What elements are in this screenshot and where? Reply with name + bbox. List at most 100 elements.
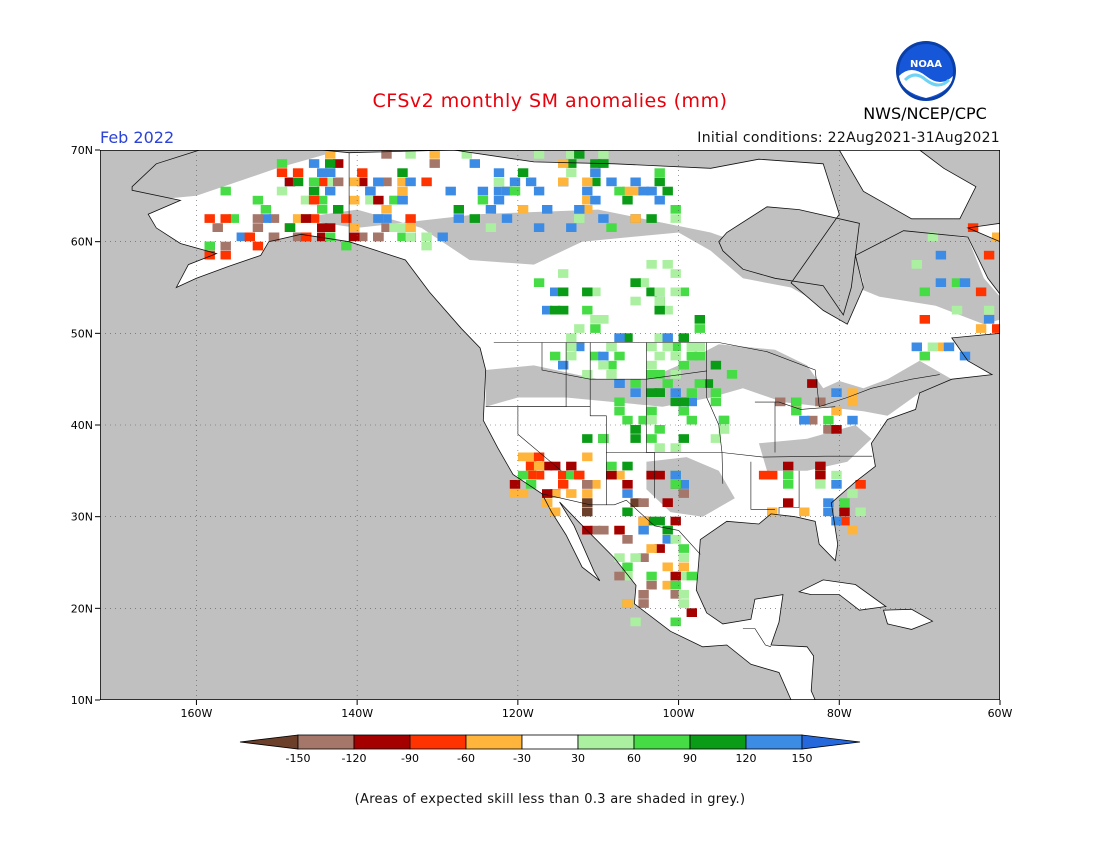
anomaly-cell (783, 480, 794, 489)
anomaly-cell (204, 214, 215, 223)
anomaly-cell (654, 305, 665, 315)
anomaly-cell (654, 516, 665, 526)
anomaly-cell (654, 388, 665, 397)
anomaly-cell (678, 397, 689, 407)
anomaly-cell (975, 287, 987, 297)
anomaly-cell (638, 525, 649, 535)
anomaly-cell (670, 516, 681, 526)
agency-label: NWS/NCEP/CPC (863, 104, 987, 123)
anomaly-cell (622, 415, 633, 425)
anomaly-cell (421, 232, 432, 242)
anomaly-cell (284, 223, 296, 232)
anomaly-cell (646, 360, 657, 370)
anomaly-cells (204, 150, 1000, 627)
anomaly-cell (566, 461, 577, 471)
anomaly-cell (694, 351, 705, 361)
anomaly-cell (622, 186, 633, 196)
anomaly-cell (662, 342, 673, 352)
anomaly-cell (831, 425, 842, 434)
legend-tick-label: -120 (342, 752, 367, 765)
anomaly-cell (582, 205, 593, 214)
anomaly-cell (525, 452, 537, 462)
lon-label: 100W (663, 707, 695, 720)
anomaly-cell (630, 425, 641, 434)
anomaly-cell (550, 461, 561, 471)
anomaly-cell (590, 315, 601, 324)
anomaly-cell (341, 241, 352, 251)
anomaly-cell (574, 214, 585, 223)
legend-box (521, 734, 579, 750)
anomaly-cell (582, 507, 593, 517)
anomaly-cell (646, 470, 657, 480)
anomaly-cell (686, 571, 697, 581)
anomaly-cell (702, 379, 714, 388)
anomaly-cell (429, 150, 440, 159)
anomaly-cell (935, 342, 947, 352)
anomaly-cell (670, 590, 681, 599)
anomaly-cell (839, 498, 850, 507)
anomaly-cell (646, 388, 657, 397)
anomaly-cell (823, 425, 834, 434)
anomaly-cell (550, 305, 561, 315)
anomaly-cell (405, 150, 416, 159)
anomaly-cell (276, 168, 288, 177)
anomaly-cell (654, 425, 665, 434)
anomaly-cell (670, 535, 681, 544)
anomaly-cell (493, 195, 505, 205)
anomaly-cell (582, 434, 593, 443)
anomaly-cell (405, 214, 416, 223)
anomaly-cell (566, 168, 577, 177)
anomaly-cell (654, 333, 665, 342)
anomaly-cell (686, 397, 697, 407)
anomaly-cell (558, 305, 569, 315)
anomaly-cell (654, 168, 665, 177)
anomaly-cell (317, 232, 328, 242)
anomaly-cell (630, 214, 641, 223)
anomaly-cell (815, 470, 826, 480)
anomaly-cell (646, 214, 657, 223)
anomaly-cell (373, 232, 384, 242)
anomaly-cell (542, 489, 553, 498)
anomaly-cell (951, 305, 963, 315)
anomaly-cell (630, 296, 641, 306)
low-skill-area (292, 209, 1000, 325)
anomaly-cell (566, 159, 577, 168)
coastline (882, 608, 934, 630)
anomaly-cell (268, 232, 280, 242)
anomaly-cell (670, 443, 681, 452)
anomaly-cell (590, 177, 601, 187)
border-line (750, 461, 775, 510)
anomaly-cell (252, 214, 264, 223)
anomaly-cell (646, 571, 657, 581)
anomaly-cell (453, 205, 464, 214)
anomaly-cell (638, 516, 649, 526)
anomaly-cell (622, 562, 633, 572)
anomaly-cell (807, 415, 818, 425)
anomaly-cell (365, 195, 376, 205)
anomaly-cell (614, 333, 625, 342)
anomaly-cell (927, 232, 939, 242)
anomaly-cell (823, 415, 834, 425)
anomaly-cell (630, 177, 641, 187)
anomaly-cell (686, 351, 697, 361)
legend-arrow-high (801, 734, 861, 750)
anomaly-cell (558, 480, 569, 489)
anomaly-cell (469, 214, 480, 223)
anomaly-cell (582, 498, 593, 507)
border-line (493, 342, 940, 408)
anomaly-cell (670, 470, 681, 480)
anomaly-cell (284, 177, 296, 187)
legend-box (465, 734, 523, 750)
anomaly-cell (509, 177, 521, 187)
anomaly-cell (517, 205, 529, 214)
anomaly-cell (911, 342, 922, 352)
legend-tick-label: -60 (457, 752, 475, 765)
anomaly-cell (373, 177, 384, 187)
legend-box (689, 734, 747, 750)
anomaly-cell (365, 186, 376, 196)
anomaly-cell (558, 177, 569, 187)
anomaly-cell (935, 278, 947, 287)
anomaly-cell (574, 150, 585, 159)
anomaly-cell (630, 186, 641, 196)
